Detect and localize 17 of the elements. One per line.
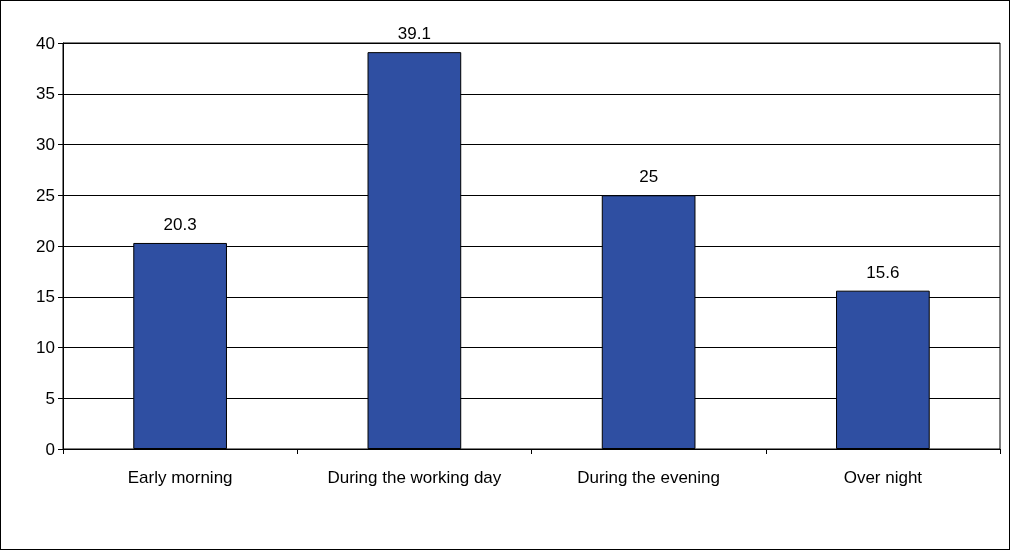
x-tick-label: During the working day xyxy=(327,467,502,487)
data-label: 39.1 xyxy=(397,24,431,44)
data-label: 15.6 xyxy=(866,262,900,282)
x-tick-label: Early morning xyxy=(127,467,233,487)
y-tick-label: 40 xyxy=(36,33,55,53)
y-tick-label: 25 xyxy=(36,185,55,205)
y-tick-label: 20 xyxy=(36,236,55,256)
y-tick-label: 10 xyxy=(36,338,55,357)
y-tick-label: 5 xyxy=(45,388,55,408)
y-tick-label: 30 xyxy=(36,135,55,154)
y-tick-label: 0 xyxy=(45,439,55,459)
data-label: 20.3 xyxy=(163,214,197,234)
y-tick-label: 15 xyxy=(36,287,55,307)
x-tick-label: Over night xyxy=(843,467,923,487)
data-label: 25 xyxy=(639,167,659,187)
y-tick-label: 35 xyxy=(36,84,55,104)
x-tick-label: During the evening xyxy=(577,467,720,487)
